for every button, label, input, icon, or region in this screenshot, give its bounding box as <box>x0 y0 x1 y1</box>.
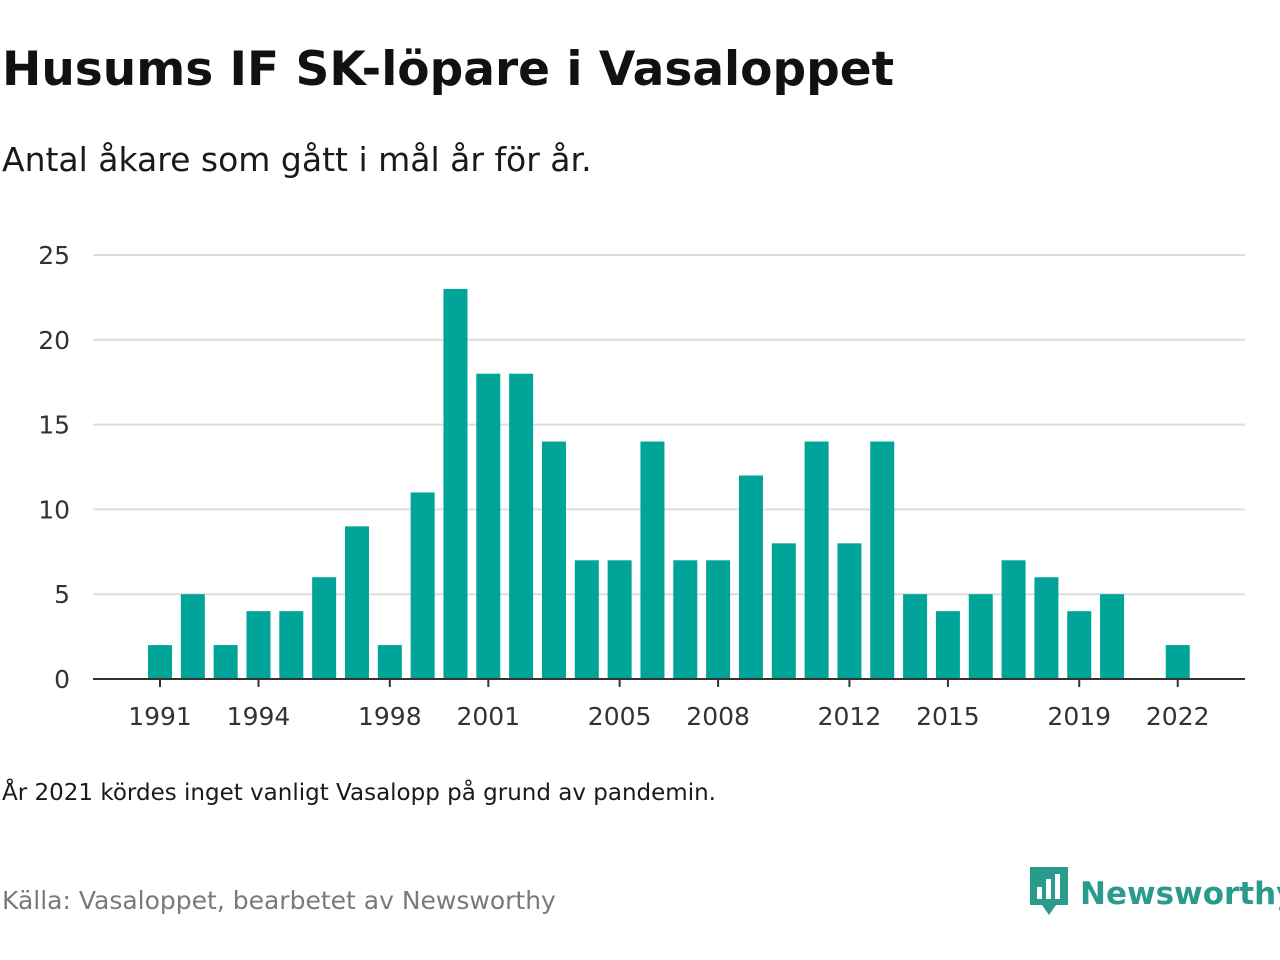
x-tick-label: 2005 <box>588 702 652 731</box>
x-tick-label: 2022 <box>1146 702 1210 731</box>
chart-note: År 2021 kördes inget vanligt Vasalopp på… <box>2 780 716 806</box>
chart-subtitle: Antal åkare som gått i mål år för år. <box>2 140 592 179</box>
x-tick-label: 2001 <box>456 702 520 731</box>
y-tick-label: 25 <box>38 241 70 270</box>
newsworthy-logo-icon <box>1030 867 1068 921</box>
bar-2006 <box>640 441 665 679</box>
bar-2004 <box>574 560 599 679</box>
bar-2022 <box>1165 645 1190 679</box>
bar-1997 <box>344 526 369 679</box>
bar-2019 <box>1067 611 1092 679</box>
bar-2020 <box>1100 594 1125 679</box>
bar-2016 <box>968 594 993 679</box>
bar-2014 <box>903 594 928 679</box>
bar-1996 <box>312 577 337 679</box>
bar-2008 <box>706 560 731 679</box>
bar-2009 <box>738 475 763 679</box>
bar-2002 <box>509 373 534 679</box>
bar-1991 <box>148 645 172 679</box>
bar-2010 <box>771 543 796 679</box>
y-tick-label: 20 <box>38 326 70 355</box>
x-tick-label: 1994 <box>227 702 291 731</box>
bar-2007 <box>673 560 698 679</box>
source-text: Källa: Vasaloppet, bearbetet av Newswort… <box>2 886 556 915</box>
newsworthy-brand[interactable]: Newsworthy <box>1030 867 1280 921</box>
bar-2011 <box>804 441 829 679</box>
bar-1994 <box>246 611 271 679</box>
bar-1999 <box>410 492 435 679</box>
y-tick-label: 0 <box>54 665 70 694</box>
x-tick-label: 1991 <box>128 702 192 731</box>
bar-1993 <box>213 645 238 679</box>
x-tick-label: 2012 <box>818 702 882 731</box>
bar-2005 <box>607 560 632 679</box>
y-tick-label: 5 <box>54 580 70 609</box>
y-tick-label: 15 <box>38 411 70 440</box>
bar-2000 <box>443 288 468 679</box>
y-tick-label: 10 <box>38 495 70 524</box>
bar-1998 <box>377 645 402 679</box>
bar-2017 <box>1001 560 1026 679</box>
bar-2015 <box>935 611 960 679</box>
bar-2001 <box>476 373 501 679</box>
x-tick-label: 2008 <box>686 702 750 731</box>
bar-2003 <box>541 441 566 679</box>
x-tick-label: 1998 <box>358 702 422 731</box>
bar-2013 <box>870 441 895 679</box>
bar-1995 <box>279 611 304 679</box>
bar-chart: 0 5 10 15 20 25 1991 1994 1998 2001 2005 2008 2012 20… <box>38 241 1245 731</box>
bar-1992 <box>180 594 205 679</box>
x-tick-label: 2015 <box>916 702 980 731</box>
x-tick-label: 2019 <box>1047 702 1111 731</box>
brand-name: Newsworthy <box>1080 876 1280 912</box>
chart-title: Husums IF SK-löpare i Vasaloppet <box>2 42 895 97</box>
bar-2012 <box>837 543 862 679</box>
bar-2018 <box>1034 577 1059 679</box>
